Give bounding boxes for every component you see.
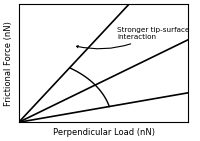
Text: Stronger tip-surface
interaction: Stronger tip-surface interaction <box>77 27 190 49</box>
Y-axis label: Frictional Force (nN): Frictional Force (nN) <box>4 21 13 106</box>
X-axis label: Perpendicular Load (nN): Perpendicular Load (nN) <box>53 128 155 137</box>
